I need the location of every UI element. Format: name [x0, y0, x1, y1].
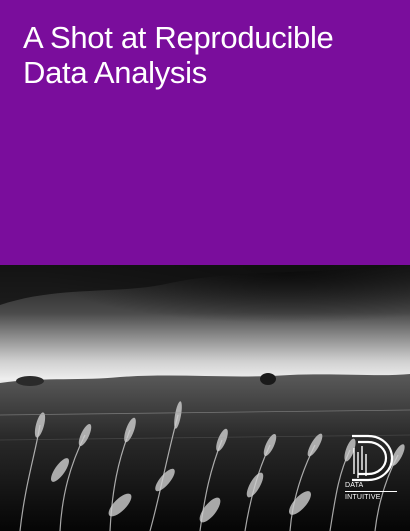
title-band: A Shot at Reproducible Data Analysis — [0, 0, 410, 265]
logo-line-2: INTUITIVE — [345, 491, 397, 502]
cover-title: A Shot at Reproducible Data Analysis — [23, 20, 393, 90]
logo-wordmark: DATA INTUITIVE — [345, 481, 397, 502]
cover-title-line-1: A Shot at Reproducible — [23, 20, 334, 55]
data-intuitive-logo-icon — [352, 434, 394, 482]
wheat-field-photo — [0, 265, 410, 531]
logo-line-1: DATA — [345, 482, 364, 489]
cover-title-line-2: Data Analysis — [23, 55, 207, 90]
